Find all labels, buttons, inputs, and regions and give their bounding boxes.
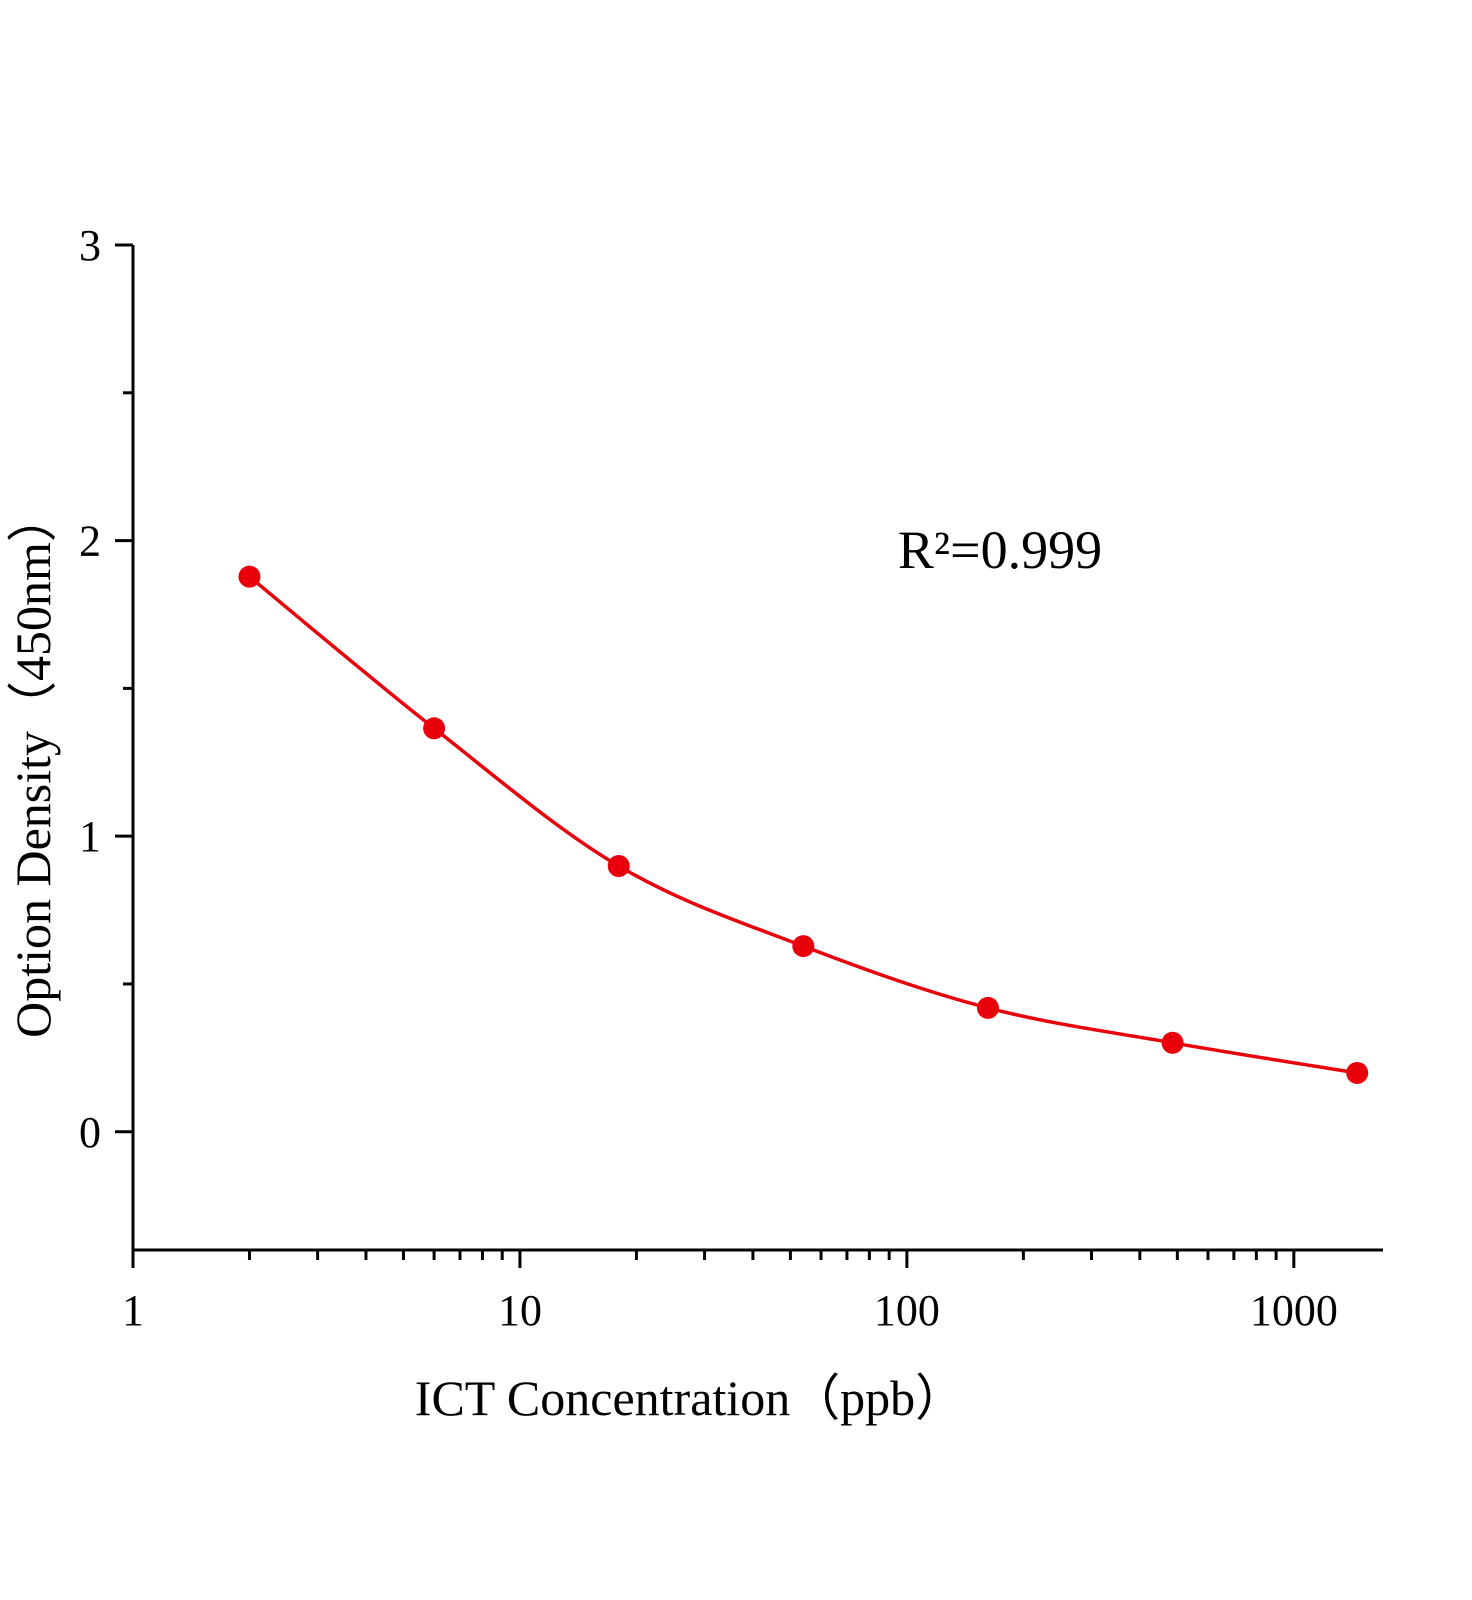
fit-line bbox=[248, 575, 1358, 1075]
annotation: R²=0.999 bbox=[898, 520, 1102, 580]
data-point bbox=[1346, 1061, 1369, 1084]
data-point bbox=[1161, 1031, 1184, 1054]
data-point bbox=[976, 996, 999, 1019]
x-tick-label: 100 bbox=[874, 1286, 940, 1335]
y-tick-label: 0 bbox=[79, 1108, 101, 1157]
y-tick-label: 3 bbox=[79, 221, 101, 270]
data-point bbox=[423, 717, 446, 740]
x-tick-label: 1 bbox=[122, 1286, 144, 1335]
y-axis-label: Option Density（450nm） bbox=[5, 492, 61, 1038]
y-tick-label: 2 bbox=[79, 517, 101, 566]
data-point bbox=[238, 565, 261, 588]
x-axis-label: ICT Concentration（ppb） bbox=[415, 1370, 965, 1426]
x-tick-label: 1000 bbox=[1250, 1286, 1338, 1335]
data-point bbox=[607, 855, 630, 878]
y-tick-label: 1 bbox=[79, 812, 101, 861]
x-tick-label: 10 bbox=[498, 1286, 542, 1335]
data-point bbox=[792, 935, 815, 958]
